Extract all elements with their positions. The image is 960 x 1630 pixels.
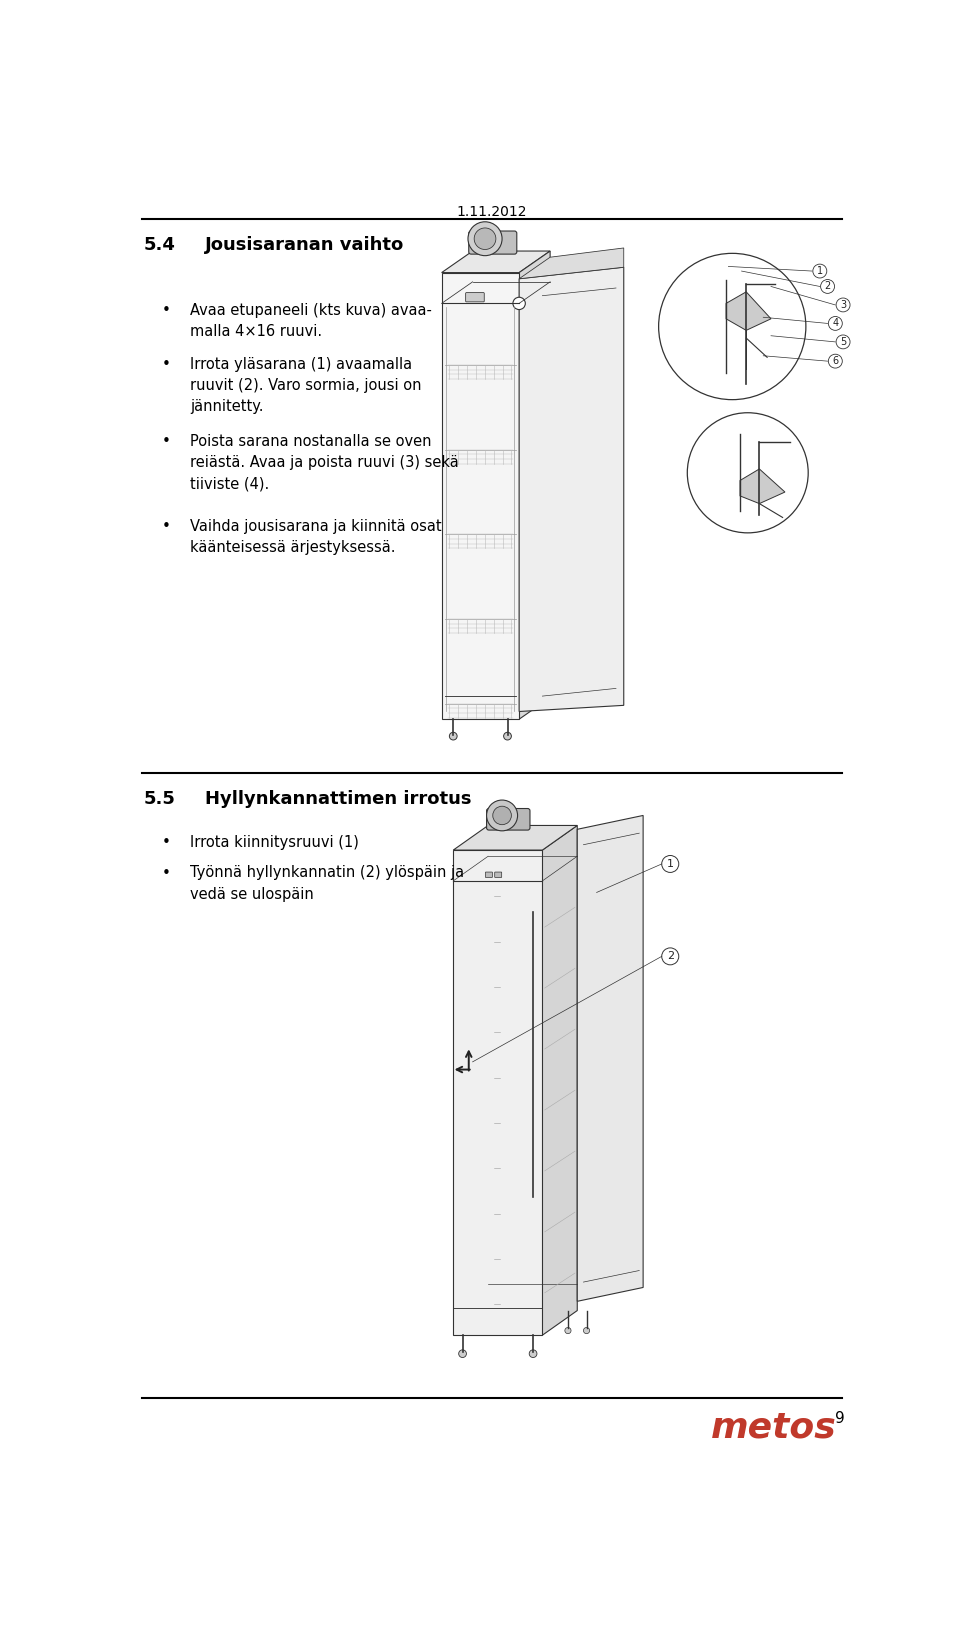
Text: Vaihda jousisarana ja kiinnitä osat
käänteisessä ärjestyksessä.: Vaihda jousisarana ja kiinnitä osat kään… xyxy=(190,518,442,554)
Circle shape xyxy=(821,279,834,293)
Circle shape xyxy=(513,297,525,310)
Text: Työnnä hyllynkannatin (2) ylöspäin ja
vedä se ulospäin: Työnnä hyllynkannatin (2) ylöspäin ja ve… xyxy=(190,866,464,901)
Circle shape xyxy=(661,856,679,872)
Text: •: • xyxy=(162,866,171,880)
Text: 2: 2 xyxy=(825,282,830,292)
Text: 5: 5 xyxy=(840,337,846,347)
Text: Irrota yläsarana (1) avaamalla
ruuvit (2). Varo sormia, jousi on
jännitetty.: Irrota yläsarana (1) avaamalla ruuvit (2… xyxy=(190,357,421,414)
Text: •: • xyxy=(162,303,171,318)
Circle shape xyxy=(661,949,679,965)
Circle shape xyxy=(492,807,512,825)
Circle shape xyxy=(584,1327,589,1333)
Text: 2: 2 xyxy=(666,952,674,962)
Polygon shape xyxy=(726,292,771,331)
Circle shape xyxy=(836,336,850,349)
Circle shape xyxy=(813,264,827,279)
Text: metos: metos xyxy=(710,1410,836,1444)
Circle shape xyxy=(468,222,502,256)
Text: 1.11.2012: 1.11.2012 xyxy=(457,205,527,218)
FancyBboxPatch shape xyxy=(494,872,502,877)
Text: 5.5: 5.5 xyxy=(143,791,175,808)
Polygon shape xyxy=(519,251,550,719)
FancyBboxPatch shape xyxy=(468,231,516,254)
Text: Hyllynkannattimen irrotus: Hyllynkannattimen irrotus xyxy=(205,791,471,808)
Text: 3: 3 xyxy=(840,300,846,310)
Circle shape xyxy=(449,732,457,740)
Text: Irrota kiinnitysruuvi (1): Irrota kiinnitysruuvi (1) xyxy=(190,835,359,849)
Text: •: • xyxy=(162,357,171,372)
Polygon shape xyxy=(519,248,624,279)
Text: 1: 1 xyxy=(667,859,674,869)
Circle shape xyxy=(828,354,842,368)
Text: Avaa etupaneeli (kts kuva) avaa-
malla 4×16 ruuvi.: Avaa etupaneeli (kts kuva) avaa- malla 4… xyxy=(190,303,432,339)
Polygon shape xyxy=(453,825,577,851)
Polygon shape xyxy=(577,815,643,1301)
Circle shape xyxy=(564,1327,571,1333)
Circle shape xyxy=(659,253,805,399)
FancyBboxPatch shape xyxy=(487,808,530,830)
Circle shape xyxy=(504,732,512,740)
Polygon shape xyxy=(442,272,519,719)
FancyBboxPatch shape xyxy=(466,293,484,302)
Polygon shape xyxy=(453,851,542,1335)
Circle shape xyxy=(687,412,808,533)
Polygon shape xyxy=(740,469,785,504)
Text: Jousisaranan vaihto: Jousisaranan vaihto xyxy=(205,236,404,254)
Text: 9: 9 xyxy=(835,1410,845,1426)
Circle shape xyxy=(474,228,496,249)
Text: 5.4: 5.4 xyxy=(143,236,175,254)
Polygon shape xyxy=(442,251,550,272)
Text: •: • xyxy=(162,434,171,450)
FancyBboxPatch shape xyxy=(486,872,492,877)
Text: 4: 4 xyxy=(832,318,838,328)
Polygon shape xyxy=(519,267,624,712)
Circle shape xyxy=(828,316,842,331)
Text: 1: 1 xyxy=(817,266,823,275)
Text: •: • xyxy=(162,518,171,535)
Text: •: • xyxy=(162,835,171,849)
Text: Poista sarana nostanalla se oven
reiästä. Avaa ja poista ruuvi (3) sekä
tiiviste: Poista sarana nostanalla se oven reiästä… xyxy=(190,434,459,491)
Circle shape xyxy=(529,1350,537,1358)
Polygon shape xyxy=(542,825,577,1335)
Circle shape xyxy=(487,800,517,831)
Text: 6: 6 xyxy=(832,355,838,367)
Circle shape xyxy=(836,298,850,311)
Circle shape xyxy=(459,1350,467,1358)
